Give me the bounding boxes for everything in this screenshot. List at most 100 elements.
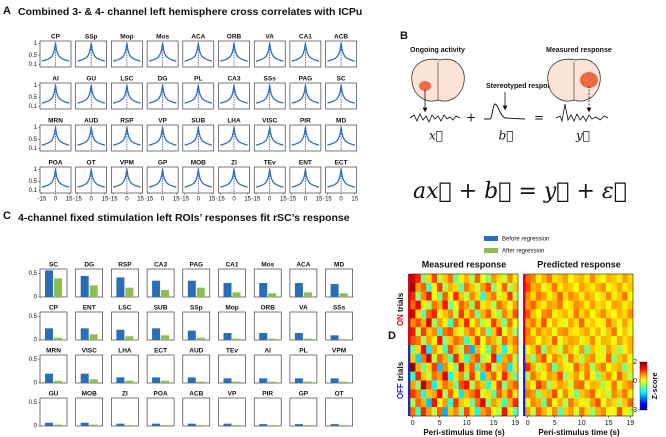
heatmap-cell [431,407,438,417]
heatmap-cell [546,336,553,346]
heatmap-cell [584,353,590,363]
heatmap-cell [485,407,492,417]
heatmap-cell [437,380,443,390]
heatmap-cell [474,327,481,337]
equation: ax⃗ + b⃗ = y⃗ + ε⃗ [413,179,627,204]
heatmap-cell [573,336,580,346]
heatmap-cell [562,407,569,417]
heatmap-cell [474,291,481,301]
heatmap-cell [573,318,580,328]
region-label: ACA [191,34,205,41]
heatmap-cell [606,345,612,355]
x-tick-label: -15 [287,197,296,203]
bar [232,381,241,383]
heatmap-cell [541,345,547,355]
plot-frame [75,40,107,68]
x-tick-label: 0 [197,197,201,203]
heatmap-cell [573,274,580,284]
heatmap-cell [546,318,553,328]
heatmap-cell [552,380,558,390]
heatmap-cell [589,274,596,284]
heatmap-cell [420,389,427,399]
heatmap-cell [579,380,585,390]
heatmap-cell [480,362,486,372]
heatmap-cell [595,345,601,355]
heatmap-cell [420,380,427,390]
bar [268,425,277,426]
heatmap-cell [415,274,421,284]
heatmap-cell [557,318,563,328]
heatmap-cell [535,274,542,284]
x-tick-label: 5 [438,420,442,427]
heatmap-cell [474,362,481,372]
x-tick-label: 15 [102,197,109,203]
heatmap-cell [611,371,617,381]
heatmap-cell [469,336,475,346]
plot-frame [289,268,318,298]
xcorr-curve [291,85,320,104]
y-tick-label: 0.5 [29,400,38,406]
heatmap-cell [410,274,416,284]
plot-frame [75,311,103,341]
heatmap-cell [496,309,502,319]
heatmap-cell [426,336,432,346]
heatmap-cell [562,362,569,372]
bar [268,381,277,383]
heatmap-cell [579,282,585,292]
heatmap-cell [437,327,443,337]
heatmap-cell [453,345,459,355]
x-axis-label: Peri-stimulus time (s) [423,428,505,437]
heatmap-cell [568,336,574,346]
x-tick-label: 0 [54,197,58,203]
region-label: GU [86,76,96,83]
y-tick-label: 0.5 [29,137,38,143]
heatmap-cell [491,345,497,355]
y-tick-label: 0 [34,424,38,430]
heatmap-cell [442,371,448,381]
plot-frame [325,124,357,152]
heatmap-cell [525,336,531,346]
heatmap-cell [595,318,601,328]
region-label: VISC [82,348,97,355]
heatmap-cell [622,300,628,310]
bar [196,337,205,340]
bar [161,335,170,340]
heatmap-cell [491,362,497,372]
region-label: MOB [191,160,206,167]
heatmap-cell [501,282,508,292]
bar [116,277,125,297]
heatmap-cell [530,327,536,337]
region-label: SSp [85,34,98,41]
panel-letter: C [3,210,11,222]
xcorr-curve [184,85,213,104]
heatmap-cell [611,336,617,346]
heatmap-cell [469,371,475,381]
bar [294,283,303,297]
plot-frame [182,354,211,384]
colorbar-tick-label: -3 [631,407,637,414]
heatmap-cell [611,398,617,408]
heatmap-cell [437,291,443,301]
heatmap-cell [589,300,596,310]
plot-frame [146,82,179,110]
heatmap-cell [469,353,475,363]
xcorr-curve [148,127,177,146]
heatmap-cell [469,389,475,399]
region-label: LHA [227,118,241,125]
heatmap-cell [546,380,553,390]
heatmap-cell [611,282,617,292]
heatmap-cell [501,345,508,355]
symbol: = [534,111,544,125]
trials-word: trials [396,361,405,383]
heatmap-cell [552,345,558,355]
heatmap-cell [447,380,454,390]
heatmap-cell [535,362,542,372]
heatmap-cell [496,282,502,292]
heatmap-cell [447,389,454,399]
heatmap-cell [584,371,590,381]
heatmap-cell [622,362,628,372]
plot-frame [289,311,318,341]
plot-frame [325,311,353,341]
heatmap-cell [474,336,481,346]
heatmap-cell [573,345,580,355]
